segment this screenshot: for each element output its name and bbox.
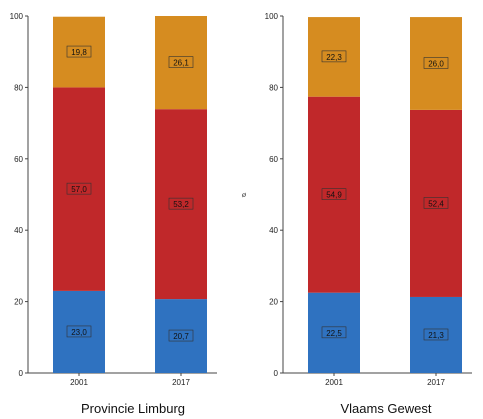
data-label: 20,7: [173, 332, 189, 341]
y-tick-label: 60: [269, 155, 278, 164]
data-label-box: [423, 197, 449, 209]
y-tick-label: 20: [14, 298, 23, 307]
data-label: 54,9: [326, 191, 342, 200]
data-label: 57,0: [71, 185, 87, 194]
x-tick-label: 2017: [172, 378, 190, 387]
data-label: 22,3: [326, 53, 342, 62]
data-label-box: [66, 182, 92, 195]
y-tick-label: 80: [14, 83, 23, 92]
chart-title: Vlaams Gewest: [340, 401, 431, 416]
y-tick-label: 100: [10, 12, 24, 21]
x-tick-label: 2001: [70, 378, 88, 387]
data-label: 52,4: [428, 199, 444, 208]
data-label-box: [66, 325, 92, 338]
data-label-box: [321, 188, 347, 200]
y-tick-label: 0: [19, 369, 24, 378]
y-tick-label: 40: [14, 226, 23, 235]
data-label-box: [168, 197, 194, 210]
x-tick-label: 2017: [427, 378, 445, 387]
y-tick-label: 40: [269, 226, 278, 235]
stray-mark: ø: [241, 190, 247, 199]
chart-title: Provincie Limburg: [81, 401, 185, 416]
y-tick-label: 80: [269, 83, 278, 92]
data-label: 26,1: [173, 59, 189, 68]
data-label-box: [423, 57, 449, 69]
y-tick-label: 60: [14, 155, 23, 164]
data-label: 22,5: [326, 329, 342, 338]
data-label-box: [168, 56, 194, 68]
data-label: 19,8: [71, 48, 87, 57]
data-label: 21,3: [428, 331, 444, 340]
data-label: 53,2: [173, 200, 189, 209]
data-label-box: [321, 50, 347, 63]
y-tick-label: 20: [269, 298, 278, 307]
chart-provincie-limburg: 0 20 40 60 80 100 23,0 57,0 19,8 2001 20,7 53,2 26,1…: [10, 12, 217, 416]
data-label: 26,0: [428, 59, 444, 68]
data-label-box: [321, 326, 347, 339]
data-label-box: [66, 45, 92, 58]
x-tick-label: 2001: [325, 378, 343, 387]
y-tick-label: 0: [274, 369, 279, 378]
y-tick-label: 100: [265, 12, 279, 21]
chart-vlaams-gewest: 0 20 40 60 80 100 22,5 54,9 22,3 2001 21,3 52,4 26,0…: [265, 12, 472, 416]
data-label-box: [168, 329, 194, 342]
data-label: 23,0: [71, 328, 87, 337]
data-label-box: [423, 328, 449, 341]
